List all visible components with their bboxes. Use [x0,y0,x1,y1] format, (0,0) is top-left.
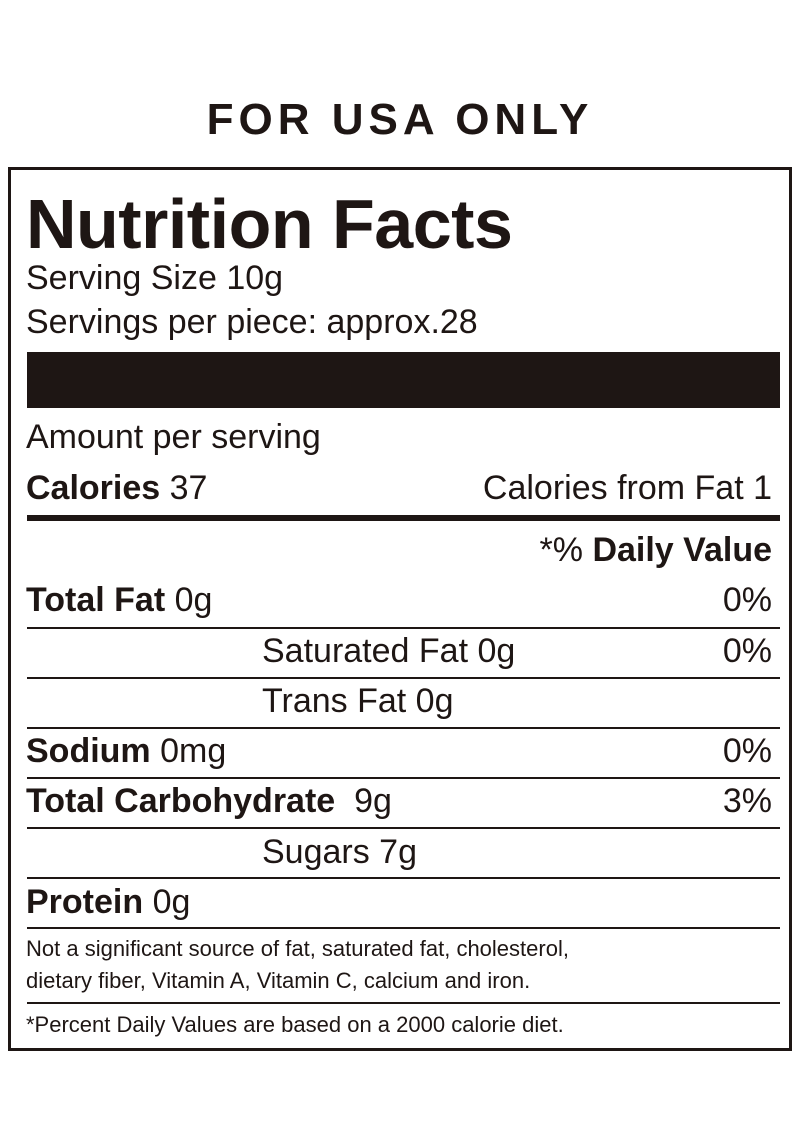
nutrient-value: 0mg [160,732,227,770]
row-divider [27,677,780,679]
row-divider [27,877,780,879]
nutrient-label: Protein [26,883,144,921]
calories-value: 37 [169,469,208,507]
dv-total-carbohydrate: 3% [722,782,772,820]
dv-total-fat: 0% [722,581,772,619]
note-line-2: dietary fiber, Vitamin A, Vitamin C, cal… [26,968,531,993]
row-divider [27,927,780,929]
nutrient-value: 0g [174,581,213,619]
row-total-carbohydrate: Total Carbohydrate 9g [26,781,392,821]
row-total-fat: Total Fat 0g [26,580,212,620]
nutrient-value: 9g [354,782,392,820]
serving-size: Serving Size 10g [26,259,284,297]
row-divider [27,727,780,729]
nutrient-label: Sodium [26,732,151,770]
calories-row: Calories 37 [26,468,207,508]
row-protein: Protein 0g [26,882,190,922]
calories-from-fat: Calories from Fat 1 [482,469,772,507]
nutrient-label: Total Fat [26,581,166,619]
nutrient-label: Total Carbohydrate [26,782,336,820]
row-trans-fat: Trans Fat 0g [262,682,454,720]
medium-divider [27,515,780,521]
footnote-divider [27,1002,780,1004]
nutrient-value: 0g [152,883,191,921]
dv-sodium: 0% [722,732,772,770]
row-saturated-fat: Saturated Fat 0g [262,632,516,670]
dv-label: Daily Value [592,531,772,569]
nutrition-label-box [8,167,792,1051]
daily-value-heading: *% Daily Value [540,530,772,570]
row-divider [27,627,780,629]
usa-only-header: FOR USA ONLY [206,95,594,144]
thick-divider-bar [27,352,780,408]
calories-label: Calories [26,469,161,507]
row-divider [27,777,780,779]
amount-per-serving: Amount per serving [26,418,321,456]
note-line-1: Not a significant source of fat, saturat… [26,936,569,961]
dv-prefix: *% [539,531,583,569]
row-sodium: Sodium 0mg [26,731,226,771]
servings-per-piece: Servings per piece: approx.28 [26,303,478,341]
footnote: *Percent Daily Values are based on a 200… [26,1012,564,1037]
row-divider [27,827,780,829]
dv-saturated-fat: 0% [722,632,772,670]
label-title: Nutrition Facts [26,185,513,263]
row-sugars: Sugars 7g [262,833,417,871]
